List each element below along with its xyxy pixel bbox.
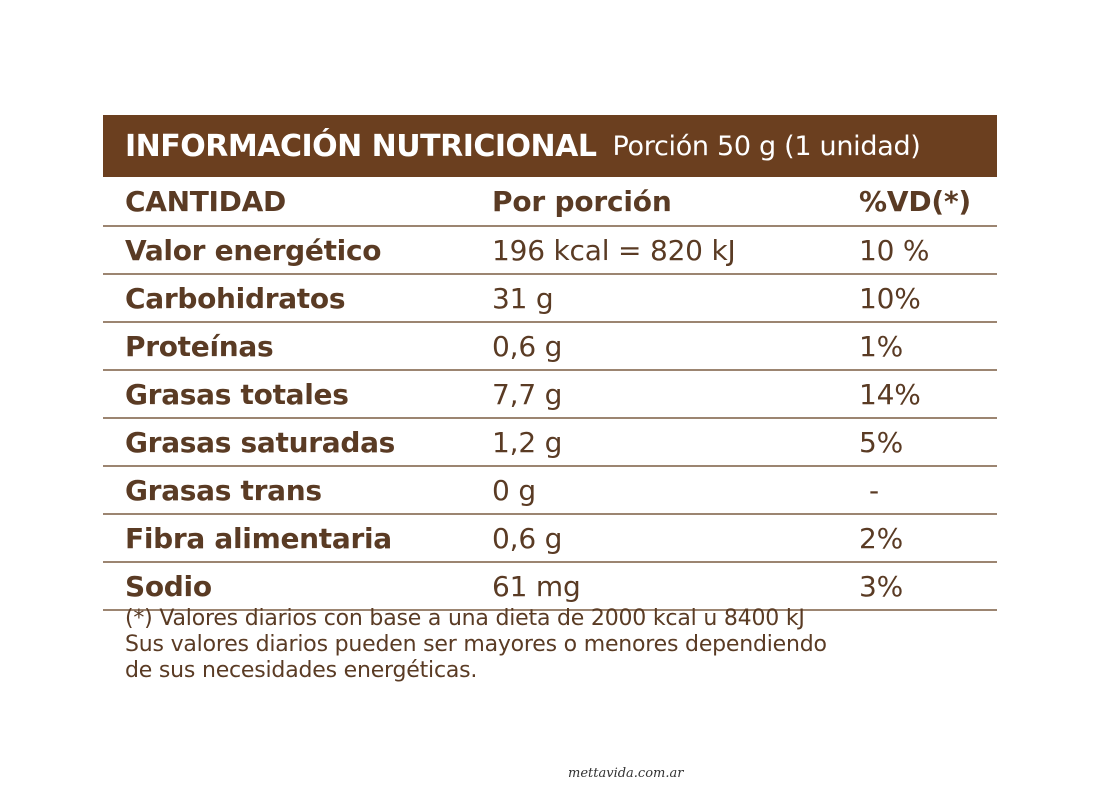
nutrient-amount: 1,2 g <box>492 418 859 467</box>
column-header-cantidad: CANTIDAD <box>103 177 492 227</box>
nutrient-name: Grasas totales <box>103 370 492 419</box>
nutrient-amount: 196 kcal = 820 kJ <box>492 226 859 275</box>
nutrient-dv: 10% <box>859 274 997 323</box>
footnote-line: Sus valores diarios pueden ser mayores o… <box>125 632 827 657</box>
nutrient-amount: 7,7 g <box>492 370 859 419</box>
nutrient-dv: 2% <box>859 514 997 563</box>
nutrient-dv: 10 % <box>859 226 997 275</box>
nutrition-header: INFORMACIÓN NUTRICIONAL Porción 50 g (1 … <box>103 115 997 177</box>
nutrient-name: Carbohidratos <box>103 274 492 323</box>
footnote: (*) Valores diarios con base a una dieta… <box>125 606 985 684</box>
nutrient-dv: - <box>859 466 997 515</box>
table-row: Sodio 61 mg 3% <box>103 562 997 611</box>
table-row: Grasas totales 7,7 g 14% <box>103 370 997 419</box>
nutrient-dv: 14% <box>859 370 997 419</box>
nutrient-amount: 0,6 g <box>492 514 859 563</box>
nutrient-name: Fibra alimentaria <box>103 514 492 563</box>
nutrient-amount: 61 mg <box>492 562 859 611</box>
nutrient-dv: 1% <box>859 322 997 371</box>
nutrient-amount: 31 g <box>492 274 859 323</box>
nutrient-dv: 3% <box>859 562 997 611</box>
table-row: Proteínas 0,6 g 1% <box>103 322 997 371</box>
table-row: Grasas trans 0 g - <box>103 466 997 515</box>
nutrient-dv: 5% <box>859 418 997 467</box>
nutrition-title: INFORMACIÓN NUTRICIONAL <box>125 128 597 164</box>
nutrient-dv-dash: - <box>869 473 879 507</box>
table-row: Grasas saturadas 1,2 g 5% <box>103 418 997 467</box>
table-row: Fibra alimentaria 0,6 g 2% <box>103 514 997 563</box>
footnote-line: de sus necesidades energéticas. <box>125 658 478 683</box>
table-header-row: CANTIDAD Por porción %VD(*) <box>103 177 997 227</box>
column-header-vd: %VD(*) <box>859 177 997 227</box>
nutrient-name: Proteínas <box>103 322 492 371</box>
footnote-line: (*) Valores diarios con base a una dieta… <box>125 606 805 631</box>
nutrient-name: Valor energético <box>103 226 492 275</box>
table-row: Carbohidratos 31 g 10% <box>103 274 997 323</box>
portion-size: Porción 50 g (1 unidad) <box>612 130 921 162</box>
nutrition-table: CANTIDAD Por porción %VD(*) Valor energé… <box>103 177 997 611</box>
nutrient-name: Grasas trans <box>103 466 492 515</box>
table-row: Valor energético 196 kcal = 820 kJ 10 % <box>103 226 997 275</box>
nutrient-amount: 0 g <box>492 466 859 515</box>
nutrition-facts-panel: INFORMACIÓN NUTRICIONAL Porción 50 g (1 … <box>103 115 997 611</box>
nutrient-amount: 0,6 g <box>492 322 859 371</box>
nutrient-name: Sodio <box>103 562 492 611</box>
nutrient-name: Grasas saturadas <box>103 418 492 467</box>
column-header-por-porcion: Por porción <box>492 177 859 227</box>
watermark: mettavida.com.ar <box>568 766 684 781</box>
